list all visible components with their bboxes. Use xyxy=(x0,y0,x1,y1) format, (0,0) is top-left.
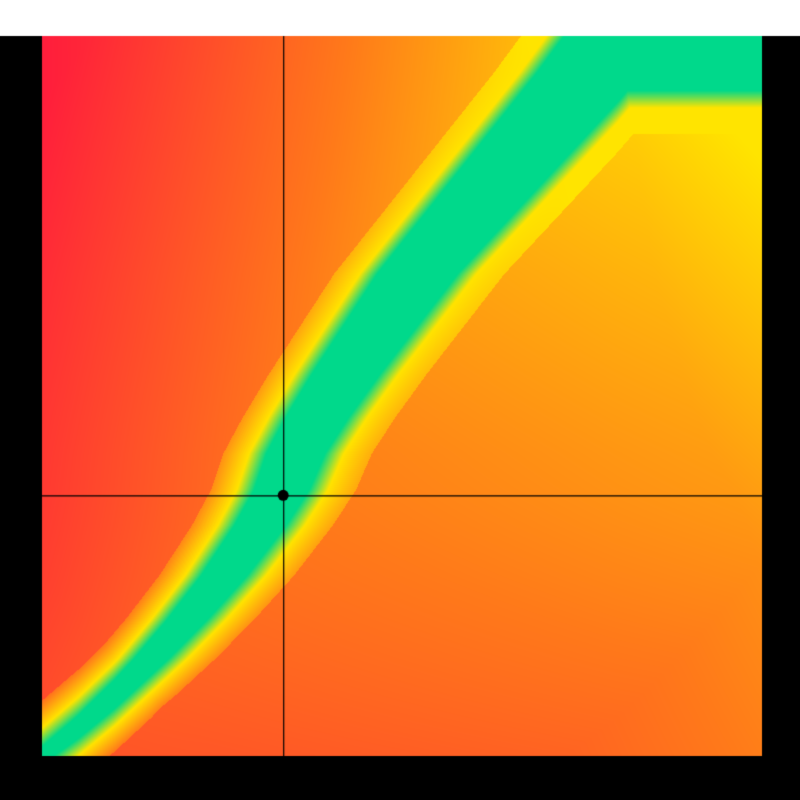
bottleneck-heatmap xyxy=(0,0,800,800)
chart-container: TheBottlenecker.com xyxy=(0,0,800,800)
